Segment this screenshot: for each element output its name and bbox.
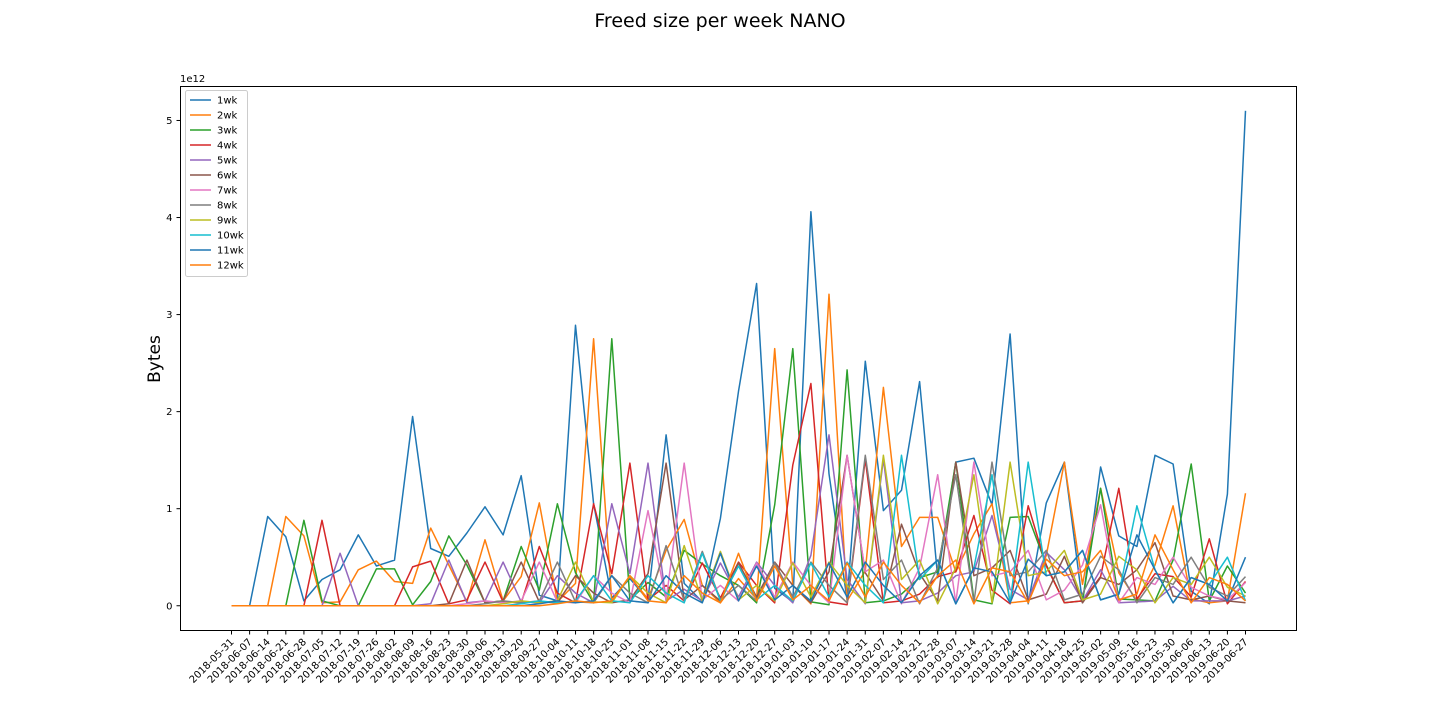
series-line-12wk xyxy=(231,534,1247,607)
legend-label-5wk: 5wk xyxy=(217,156,238,167)
legend-label-10wk: 10wk xyxy=(217,231,244,242)
y-axis: 0 1 2 3 4 5 xyxy=(166,116,181,612)
y-tick-label: 5 xyxy=(166,116,172,127)
y-tick-label: 4 xyxy=(166,213,172,224)
legend-label-9wk: 9wk xyxy=(217,216,238,227)
y-tick-label: 0 xyxy=(166,601,172,612)
legend-label-11wk: 11wk xyxy=(217,246,244,257)
legend-label-12wk: 12wk xyxy=(217,261,244,272)
legend-label-2wk: 2wk xyxy=(217,111,238,122)
y-tick-label: 2 xyxy=(166,407,172,418)
y-axis-label: Bytes xyxy=(145,335,165,383)
legend-label-8wk: 8wk xyxy=(217,201,238,212)
legend-label-4wk: 4wk xyxy=(217,141,238,152)
x-axis: 2018-05-312018-06-072018-06-142018-06-21… xyxy=(188,630,1251,686)
legend: 1wk 2wk 3wk 4wk 5wk 6wk 7wk 8wk 9wk 10wk 11wk 12wk xyxy=(185,90,248,277)
series-line-1wk xyxy=(231,110,1247,607)
legend-label-1wk: 1wk xyxy=(217,96,238,107)
legend-label-3wk: 3wk xyxy=(217,126,238,137)
y-tick-label: 1 xyxy=(166,504,172,515)
legend-label-7wk: 7wk xyxy=(217,186,238,197)
y-offset-text: 1e12 xyxy=(180,74,205,85)
y-tick-label: 3 xyxy=(166,310,172,321)
legend-label-6wk: 6wk xyxy=(217,171,238,182)
series-lines-layer xyxy=(231,110,1247,607)
series-line-4wk xyxy=(231,382,1247,607)
legend-box xyxy=(185,90,248,277)
chart-title: Freed size per week NANO xyxy=(594,10,846,32)
